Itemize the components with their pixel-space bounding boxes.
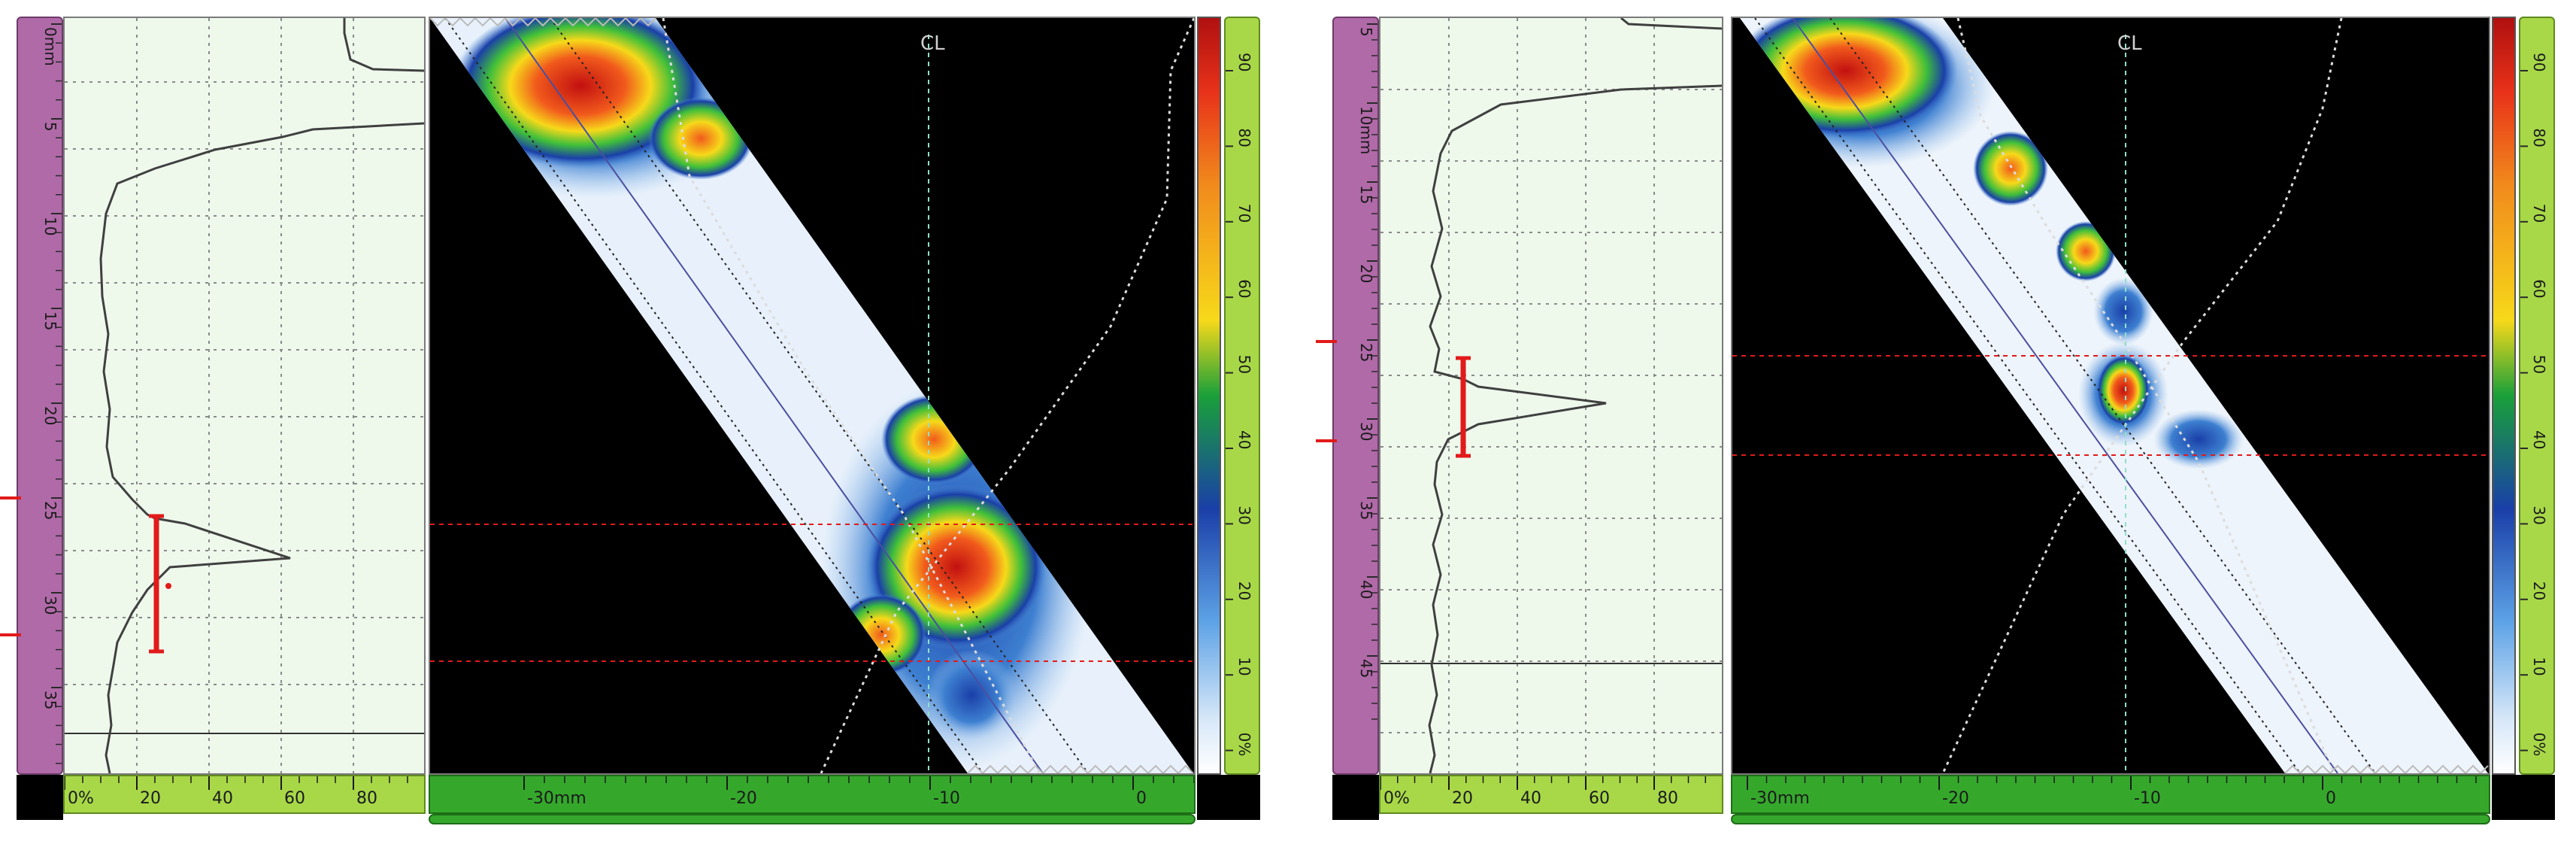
- ruler-tick-label: -30mm: [1750, 789, 1810, 808]
- palette-tick-label: 80: [1235, 128, 1253, 147]
- palette-tick-label: 30: [1235, 506, 1253, 524]
- sscan-panel[interactable]: CL: [1731, 17, 2490, 775]
- palette-ruler[interactable]: 90 80 70 60 50 40 30 20 10 0%: [1224, 17, 1260, 775]
- centerline-label: CL: [2117, 32, 2142, 55]
- palette-tick-label: 70: [2530, 204, 2548, 223]
- palette-tick-label: 60: [2530, 279, 2548, 298]
- ruler-tick-label: 0: [2326, 789, 2336, 808]
- ruler-tick-label: 60: [284, 789, 305, 808]
- ruler-tick-label: -20: [730, 789, 757, 808]
- depth-tick-label: 35: [1357, 501, 1375, 520]
- depth-tick-label: 10mm: [1357, 106, 1375, 154]
- depth-tick-label: 15: [1357, 185, 1375, 204]
- ascan-panel[interactable]: [63, 17, 426, 775]
- ruler-tick-label: 40: [1520, 789, 1541, 808]
- palette-tick-label: 40: [1235, 430, 1253, 449]
- palette-tick-label: 0%: [2530, 733, 2548, 757]
- ruler-tick-label: 60: [1589, 789, 1610, 808]
- depth-tick-label: 35: [41, 691, 59, 709]
- palette-tick-label: 10: [2530, 657, 2548, 676]
- depth-tick-label: 30: [41, 596, 59, 615]
- depth-tick-label: 0mm: [41, 27, 59, 66]
- ruler-tick-label: -10: [2134, 789, 2161, 808]
- palette-tick-label: 90: [1235, 53, 1253, 71]
- sscan-panel[interactable]: CL: [429, 17, 1196, 775]
- ruler-tick-label: -30mm: [527, 789, 586, 808]
- ruler-tick-label: 0%: [1383, 789, 1410, 808]
- depth-tick-label: 45: [1357, 659, 1375, 678]
- ruler-tick-label: 20: [140, 789, 161, 808]
- corner-block: [2492, 775, 2555, 820]
- amplitude-ruler[interactable]: 0% 20 40 60 80: [1379, 775, 1723, 814]
- ruler-tick-label: 80: [356, 789, 377, 808]
- depth-tick-label: 20: [1357, 264, 1375, 283]
- depth-ruler[interactable]: 5 10mm 15 20 25 30 35 40 45: [1332, 17, 1379, 775]
- palette-tick-label: 80: [2530, 128, 2548, 147]
- ascan-panel[interactable]: [1379, 17, 1723, 775]
- ruler-tick-label: 0%: [68, 789, 94, 808]
- depth-tick-label: 5: [1357, 27, 1375, 37]
- left-inspection-view: 0mm 5 10 15 20 25 30 35: [0, 0, 1278, 841]
- color-palette: [2492, 17, 2516, 775]
- index-ruler[interactable]: -30mm-20-10010: [429, 775, 1196, 814]
- palette-tick-label: 40: [2530, 430, 2548, 449]
- depth-tick-label: 20: [41, 406, 59, 425]
- palette-tick-label: 50: [1235, 355, 1253, 374]
- palette-tick-label: 20: [1235, 581, 1253, 600]
- palette-tick-label: 0%: [1235, 733, 1253, 757]
- palette-tick-label: 60: [1235, 279, 1253, 298]
- ruler-tick-label: 40: [212, 789, 233, 808]
- depth-tick-label: 10: [41, 217, 59, 235]
- ruler-tick-label: 0: [1136, 789, 1147, 808]
- ruler-tick-label: 20: [1452, 789, 1473, 808]
- corner-block: [1197, 775, 1260, 820]
- corner-block: [17, 775, 63, 820]
- index-scrollbar[interactable]: [1731, 814, 2490, 824]
- index-scrollbar[interactable]: [429, 814, 1196, 824]
- depth-tick-label: 5: [41, 122, 59, 132]
- depth-tick-label: 15: [41, 311, 59, 330]
- palette-tick-label: 20: [2530, 581, 2548, 600]
- right-inspection-view: 5 10mm 15 20 25 30 35 40 45: [1316, 0, 2576, 841]
- ruler-tick-label: -20: [1942, 789, 1969, 808]
- palette-tick-label: 50: [2530, 355, 2548, 374]
- centerline-label: CL: [920, 32, 945, 55]
- depth-tick-label: 40: [1357, 580, 1375, 599]
- palette-tick-label: 90: [2530, 53, 2548, 71]
- depth-ruler[interactable]: 0mm 5 10 15 20 25 30 35: [17, 17, 63, 775]
- corner-block: [1332, 775, 1379, 820]
- depth-tick-label: 30: [1357, 422, 1375, 441]
- ruler-tick-label: -10: [933, 789, 960, 808]
- depth-tick-label: 25: [41, 501, 59, 520]
- palette-tick-label: 70: [1235, 204, 1253, 223]
- palette-tick-label: 30: [2530, 506, 2548, 524]
- depth-tick-label: 25: [1357, 343, 1375, 362]
- palette-tick-label: 10: [1235, 657, 1253, 676]
- amplitude-ruler[interactable]: 0% 20 40 60 80: [63, 775, 426, 814]
- index-ruler[interactable]: -30mm-20-1001020: [1731, 775, 2490, 814]
- color-palette: [1197, 17, 1221, 775]
- ruler-tick-label: 80: [1657, 789, 1678, 808]
- palette-ruler[interactable]: 90 80 70 60 50 40 30 20 10 0%: [2519, 17, 2555, 775]
